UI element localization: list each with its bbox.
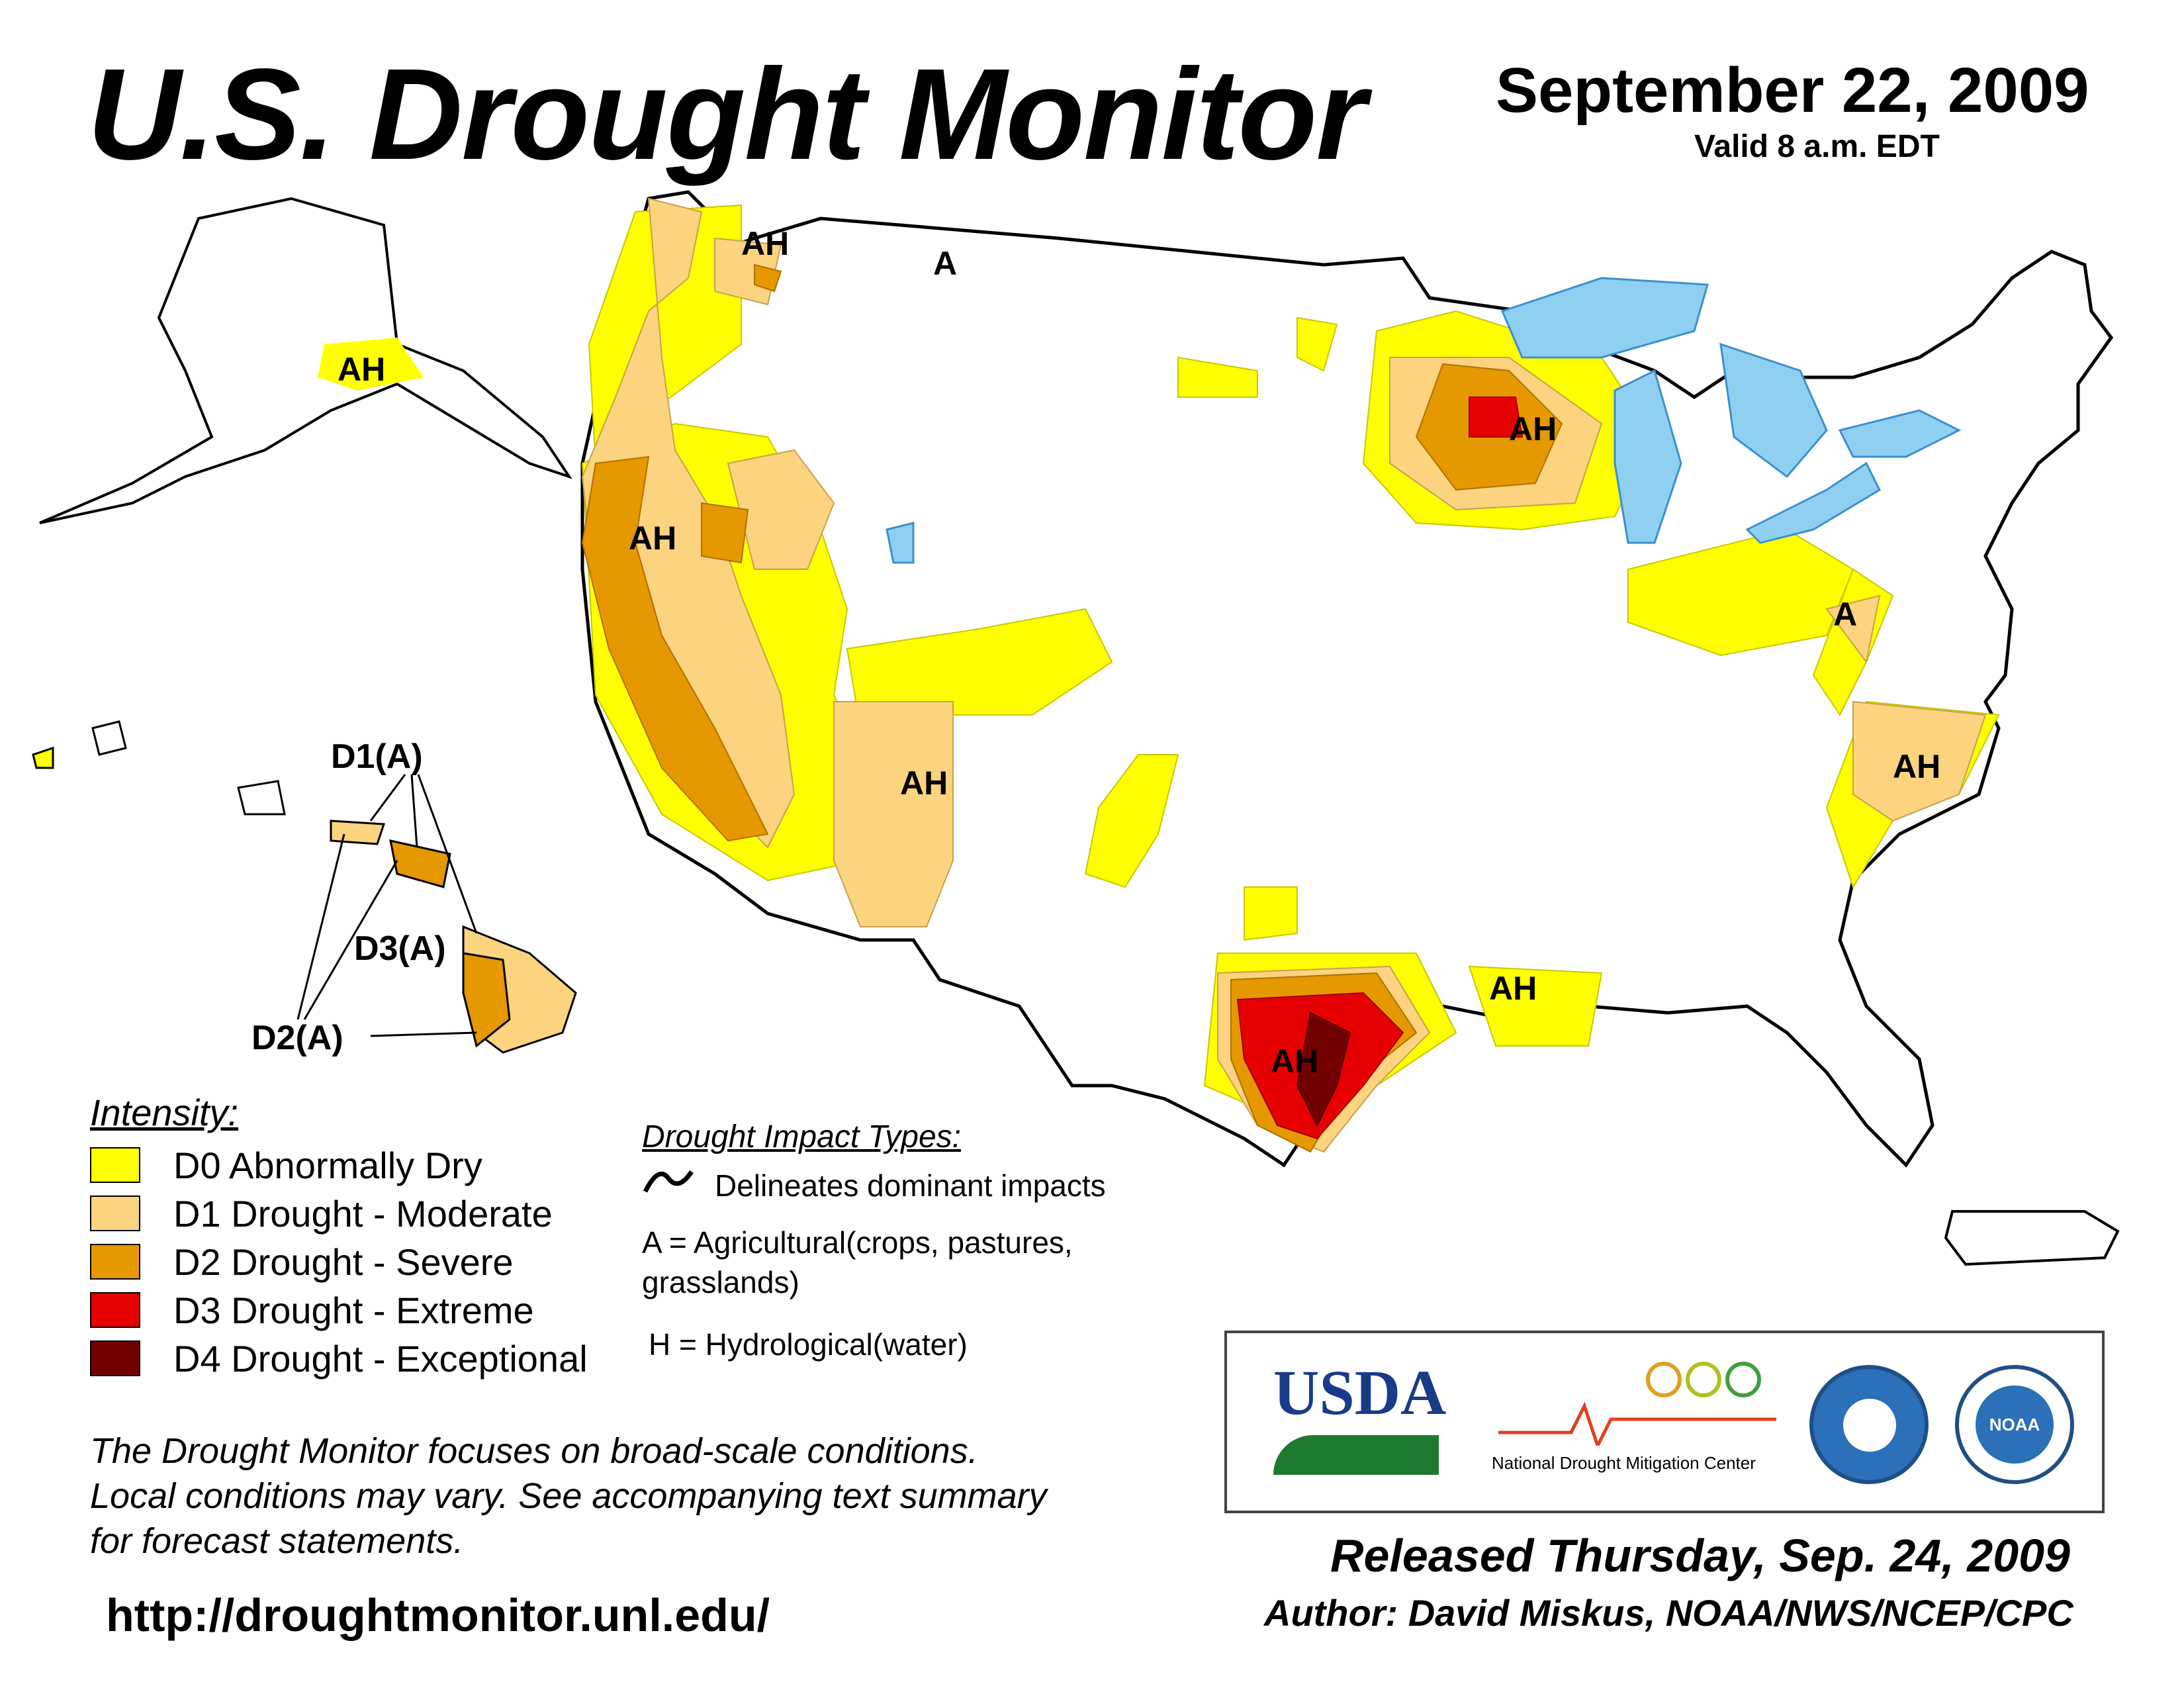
valid-time: Valid 8 a.m. EDT [1694, 129, 1940, 164]
legend-label: D4 Drought - Exceptional [173, 1337, 588, 1380]
legend-item: D3 Drought - Extreme [90, 1289, 534, 1331]
legend-label: D2 Drought - Severe [173, 1241, 514, 1283]
map-label-alaska: AH [338, 351, 385, 388]
map-label-mt: A [933, 245, 957, 282]
hawaii-label-d3: D3(A) [354, 929, 446, 968]
usda-logo: USDA [1273, 1357, 1447, 1485]
alaska-d0 [318, 338, 424, 391]
impact-agricultural: A = Agricultural(crops, pastures, [642, 1225, 1073, 1260]
map-label-wi: AH [1509, 410, 1557, 447]
legend-label: D3 Drought - Extreme [173, 1289, 534, 1331]
legend-label: D1 Drought - Moderate [173, 1192, 553, 1235]
legend-item: D2 Drought - Severe [90, 1241, 514, 1283]
note-line-1: The Drought Monitor focuses on broad-sca… [90, 1431, 978, 1471]
ndmc-tree-icon [1498, 1362, 1776, 1450]
map-label-pa: A [1833, 596, 1857, 633]
d4-areas [1296, 1011, 1351, 1127]
partner-logos: USDA National Drought Mitigation Center … [1224, 1331, 2105, 1513]
hawaii-label-d2: D2(A) [251, 1019, 343, 1057]
hawaii-islands [32, 720, 577, 1054]
map-label-az: AH [900, 765, 948, 802]
note-line-3: for forecast statements. [90, 1521, 464, 1561]
legend-swatch [90, 1196, 140, 1231]
usda-logo-text: USDA [1273, 1357, 1447, 1428]
legend-item: D4 Drought - Exceptional [90, 1337, 588, 1380]
hawaii-label-d1: D1(A) [331, 737, 423, 776]
map-label-nc: AH [1893, 748, 1940, 785]
map-date: September 22, 2009 [1496, 55, 2089, 126]
hawaii-leader-lines [296, 774, 478, 1037]
legend-title: Intensity: [90, 1092, 239, 1133]
puerto-rico-outline [1944, 1210, 2120, 1266]
map-label-wa: AH [741, 225, 789, 262]
impact-agricultural-cont: grasslands) [642, 1265, 799, 1299]
page-title: U.S. Drought Monitor [87, 42, 1367, 187]
impact-types-title: Drought Impact Types: [642, 1119, 961, 1154]
alaska-outline [39, 197, 572, 524]
legend-swatch [90, 1292, 140, 1328]
impact-line-symbol [643, 1170, 694, 1193]
author: Author: David Miskus, NOAA/NWS/NCEP/CPC [1264, 1592, 2073, 1634]
noaa-logo-text: NOAA [1989, 1414, 2040, 1434]
impact-hydrological: H = Hydrological(water) [649, 1327, 968, 1362]
great-lakes [886, 277, 1962, 564]
map-label-ca: AH [629, 520, 676, 557]
legend-item: D1 Drought - Moderate [90, 1192, 553, 1235]
website-link[interactable]: http://droughtmonitor.unl.edu/ [106, 1589, 770, 1641]
release-date: Released Thursday, Sep. 24, 2009 [1330, 1530, 2070, 1581]
map-label-la: AH [1489, 970, 1537, 1007]
ndmc-logo: National Drought Mitigation Center [1492, 1360, 1776, 1492]
impact-line-description: Delineates dominant impacts [715, 1168, 1106, 1203]
legend-swatch [90, 1147, 140, 1183]
legend-swatch [90, 1244, 140, 1280]
note-line-2: Local conditions may vary. See accompany… [90, 1476, 1047, 1516]
legend-label: D0 Abnormally Dry [173, 1144, 482, 1186]
noaa-logo-icon: NOAA [1955, 1365, 2074, 1484]
disclaimer-note: The Drought Monitor focuses on broad-sca… [90, 1429, 1215, 1564]
commerce-seal-icon [1809, 1365, 1929, 1484]
map-label-tx: AH [1271, 1043, 1318, 1080]
ndmc-logo-text: National Drought Mitigation Center [1492, 1453, 1756, 1473]
legend-swatch [90, 1340, 140, 1376]
legend-item: D0 Abnormally Dry [90, 1144, 482, 1186]
